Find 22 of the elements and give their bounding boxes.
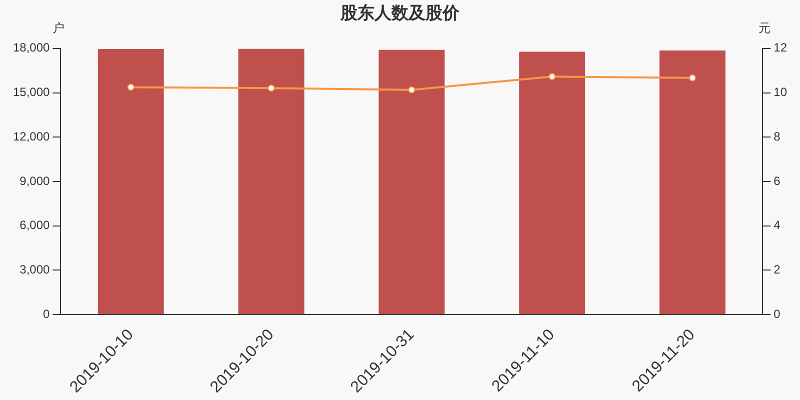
y-tick-label: 9,000 [20, 174, 50, 188]
y-tick-label: 18,000 [13, 40, 50, 55]
y2-tick-label: 2 [774, 262, 781, 277]
point [408, 86, 416, 94]
y-tick-label: 6,000 [20, 218, 50, 232]
y2-tick-label: 12 [774, 40, 788, 55]
y2-tick-label: 8 [774, 129, 781, 144]
y-tick-label: 15,000 [13, 85, 50, 100]
y-tick-label: 0 [43, 306, 50, 321]
y2-tick-label: 0 [774, 306, 781, 321]
point [127, 84, 134, 91]
chart-title: 股东人数及股价 [340, 4, 460, 24]
y2-tick-label: 6 [774, 174, 781, 188]
y-tick-label: 12,000 [13, 129, 50, 144]
point [268, 84, 275, 92]
y2-tick-label: 10 [774, 85, 788, 100]
y-tick-label: 3,000 [20, 262, 50, 277]
point [688, 74, 696, 82]
y2-axis-title: 元 [758, 21, 771, 35]
y2-tick-label: 4 [774, 218, 781, 232]
point [548, 73, 556, 80]
y-axis-title: 户 [52, 21, 65, 35]
